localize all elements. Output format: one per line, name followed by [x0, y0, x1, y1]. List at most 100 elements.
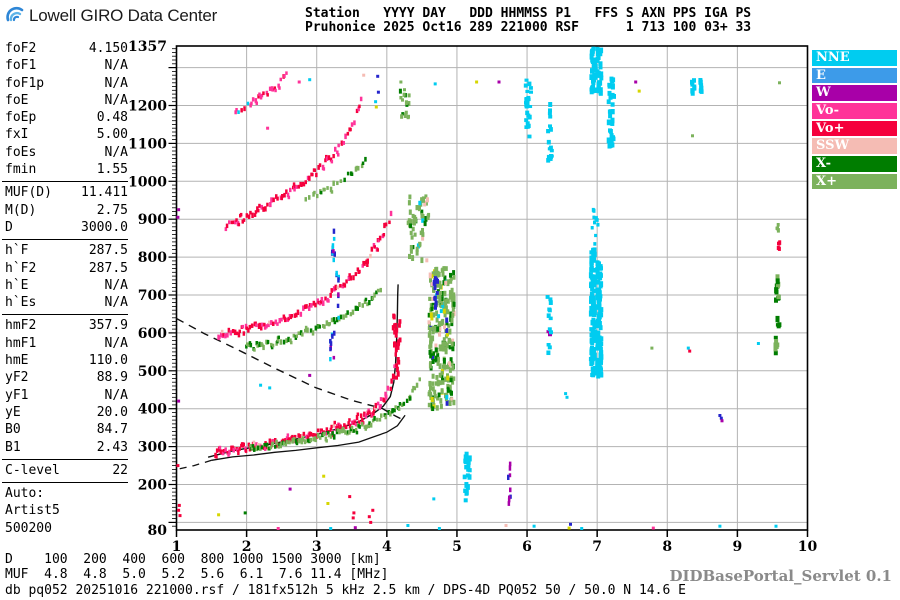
param-row-hmf1: hmF1 N/A	[5, 335, 128, 352]
param-row-fxi: fxI 5.00	[5, 126, 128, 143]
measurement-status-line: db pq052 20251016 221000.rsf / 181fx512h…	[5, 583, 686, 598]
x-tick-label: 9	[733, 539, 743, 555]
panel-divider	[2, 181, 128, 183]
param-row-b1: B1 2.43	[5, 439, 128, 456]
param-label: fmin	[5, 162, 37, 178]
param-label: foF1	[5, 58, 37, 74]
param-value: 20.0	[96, 404, 128, 420]
station-header-row: Station YYYY DAY DDD HHMMSS P1 FFS S AXN…	[305, 6, 752, 21]
param-label: h`E	[5, 277, 29, 293]
x-tick-label: 1	[172, 539, 182, 555]
param-row-he: h`E N/A	[5, 277, 128, 294]
param-value: N/A	[104, 295, 128, 311]
param-label: yE	[5, 404, 21, 420]
param-row-ye: yE 20.0	[5, 404, 128, 421]
panel-divider	[2, 482, 128, 484]
param-row-fmin: fmin 1.55	[5, 161, 128, 178]
autoscaling-label: Auto:	[5, 486, 45, 502]
param-label: C-level	[5, 462, 60, 478]
param-row-yf2: yF2 88.9	[5, 369, 128, 386]
param-row-foep: foEp 0.48	[5, 109, 128, 126]
param-label: foEs	[5, 144, 37, 160]
param-row-hes: h`Es N/A	[5, 294, 128, 311]
legend-item-x: X-	[812, 156, 897, 172]
param-value: N/A	[104, 335, 128, 351]
transmission-curve-solid	[211, 414, 406, 461]
param-value: 84.7	[96, 422, 128, 438]
param-row-hf: h`F 287.5	[5, 242, 128, 259]
param-label: fxI	[5, 127, 29, 143]
y-tick-label: 300	[138, 440, 167, 456]
legend-item-ssw: SSW	[812, 138, 897, 154]
x-tick-label: 6	[522, 539, 532, 555]
param-row-hme: hmE 110.0	[5, 352, 128, 369]
panel-divider	[2, 239, 128, 241]
param-value: N/A	[104, 92, 128, 108]
param-value: 2.75	[96, 202, 128, 218]
param-label: h`F	[5, 243, 29, 259]
y-tick-label: 80	[148, 523, 168, 539]
page-title: Lowell GIRO Data Center	[29, 6, 218, 25]
param-value: 1.55	[96, 162, 128, 178]
panel-divider	[2, 458, 128, 460]
param-value: 287.5	[88, 260, 128, 276]
y-tick-label: 1100	[128, 136, 167, 152]
param-label: foE	[5, 92, 29, 108]
param-row-fof1: foF1 N/A	[5, 57, 128, 74]
param-value: N/A	[104, 387, 128, 403]
y-tick-label: 600	[138, 326, 167, 342]
transmission-curve-dashed	[176, 317, 405, 421]
y-tick-label: 800	[138, 250, 167, 266]
param-label: B1	[5, 439, 21, 455]
param-value: 22	[112, 462, 128, 478]
y-tick-label: 900	[138, 212, 167, 228]
param-label: h`F2	[5, 260, 37, 276]
param-value: 110.0	[88, 353, 128, 369]
param-label: B0	[5, 422, 21, 438]
y-tick-label: 1200	[128, 99, 167, 115]
y-tick-label: 500	[138, 364, 167, 380]
param-row-yf1: yF1 N/A	[5, 387, 128, 404]
x-tick-label: 7	[592, 539, 602, 555]
y-tick-label: 400	[138, 402, 167, 418]
param-label: hmF2	[5, 318, 37, 334]
param-value: 88.9	[96, 370, 128, 386]
y-tick-label: 200	[138, 478, 167, 494]
y-tick-label: 700	[138, 288, 167, 304]
giro-logo-icon	[6, 6, 24, 22]
autoscaling-info: Artist5	[5, 503, 60, 519]
x-tick-label: 3	[312, 539, 322, 555]
param-value: 287.5	[88, 243, 128, 259]
param-value: 11.411	[81, 185, 128, 201]
parameter-panel: foF2 4.150 foF1 N/A foF1p N/A foE N/A foEp 0.48 fx…	[2, 40, 128, 537]
param-row-fof2: foF2 4.150	[5, 40, 128, 57]
param-label: hmE	[5, 353, 29, 369]
x-tick-label: 10	[798, 539, 818, 555]
x-tick-label: 8	[662, 539, 672, 555]
x-tick-label: 5	[452, 539, 462, 555]
station-values-row: Pruhonice 2025 Oct16 289 221000 RSF 1 71…	[305, 20, 752, 35]
station-header: Station YYYY DAY DDD HHMMSS P1 FFS S AXN…	[305, 7, 751, 35]
param-value: N/A	[104, 58, 128, 74]
param-row-b0: B0 84.7	[5, 421, 128, 438]
legend-item-w: W	[812, 85, 897, 101]
d-muf-table: D 100 200 400 600 800 1000 1500 3000 [km…	[5, 552, 389, 582]
y-tick-label: 1357	[128, 39, 167, 55]
param-label: h`Es	[5, 295, 37, 311]
param-value: N/A	[104, 75, 128, 91]
param-label: yF2	[5, 370, 29, 386]
param-label: yF1	[5, 387, 29, 403]
servlet-version-label: DIDBasePortal_Servlet 0.1	[669, 567, 892, 585]
legend-item-x: X+	[812, 173, 897, 190]
legend-item-nne: NNE	[812, 50, 897, 66]
param-label: M(D)	[5, 202, 37, 218]
param-label: D	[5, 219, 13, 235]
echo-direction-legend: NNE E W Vo- Vo+ SSW X- X+	[812, 50, 897, 192]
param-row-fof1p: foF1p N/A	[5, 75, 128, 92]
param-row-hf2: h`F2 287.5	[5, 260, 128, 277]
legend-item-vo: Vo-	[812, 103, 897, 119]
param-row-mufd: MUF(D) 11.411	[5, 184, 128, 201]
muf-row: MUF 4.8 4.8 5.0 5.2 5.6 6.1 7.6 11.4 [MH…	[5, 566, 389, 582]
